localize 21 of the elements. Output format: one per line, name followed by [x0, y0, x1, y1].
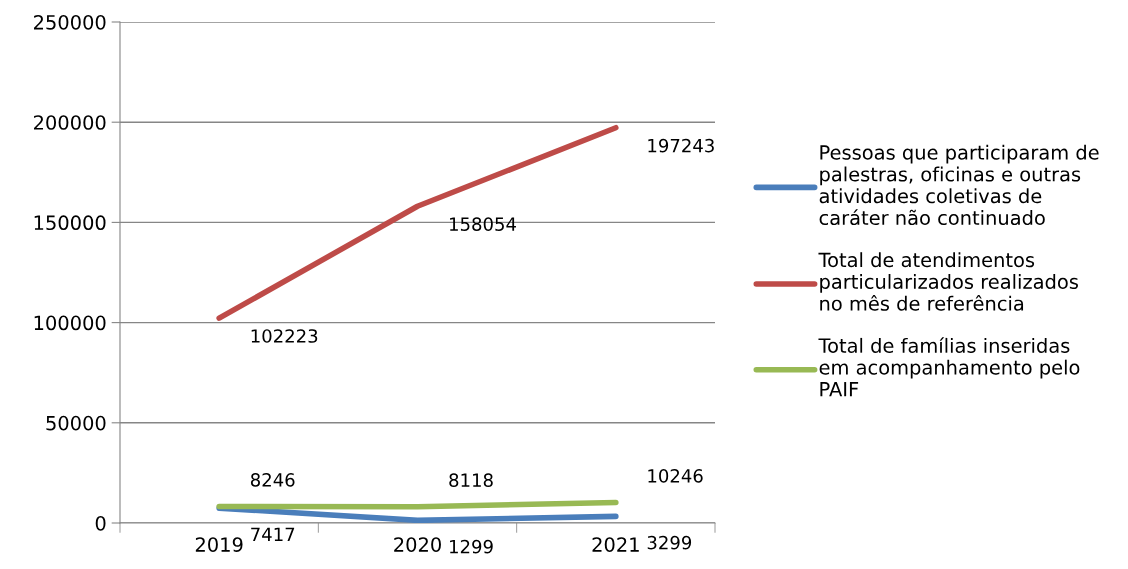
y-tick-label: 50000: [46, 415, 106, 431]
legend-label: Pessoas que participaram de palestras, oficinas e outras atividades coletivas de caráter não continuado: [819, 144, 1099, 226]
y-tick-label: 200000: [34, 115, 106, 130]
y-tick-label: 250000: [34, 14, 106, 30]
data-label: 8246: [250, 473, 295, 487]
x-tick-label: 2020: [394, 537, 441, 552]
x-tick-label: 2019: [195, 537, 243, 552]
legend-label: Total de atendimentos particularizados realizados no mês de referência: [818, 252, 1078, 311]
data-label: 158054: [450, 217, 516, 231]
data-label: 8118: [449, 473, 493, 487]
legend-label: Total de famílias inseridas em acompanhamento pelo PAIF: [818, 337, 1080, 397]
y-tick-label: 150000: [34, 215, 106, 231]
x-tick-label: 2021: [592, 537, 639, 552]
y-tick-label: 100000: [34, 315, 106, 331]
data-label: 197243: [648, 138, 714, 153]
data-label: 1299: [450, 539, 493, 554]
data-label: 7417: [251, 527, 295, 541]
data-label: 10246: [648, 469, 703, 483]
y-tick-label: 0: [95, 515, 106, 531]
data-label: 102223: [251, 329, 318, 343]
data-label: 3299: [647, 535, 692, 550]
